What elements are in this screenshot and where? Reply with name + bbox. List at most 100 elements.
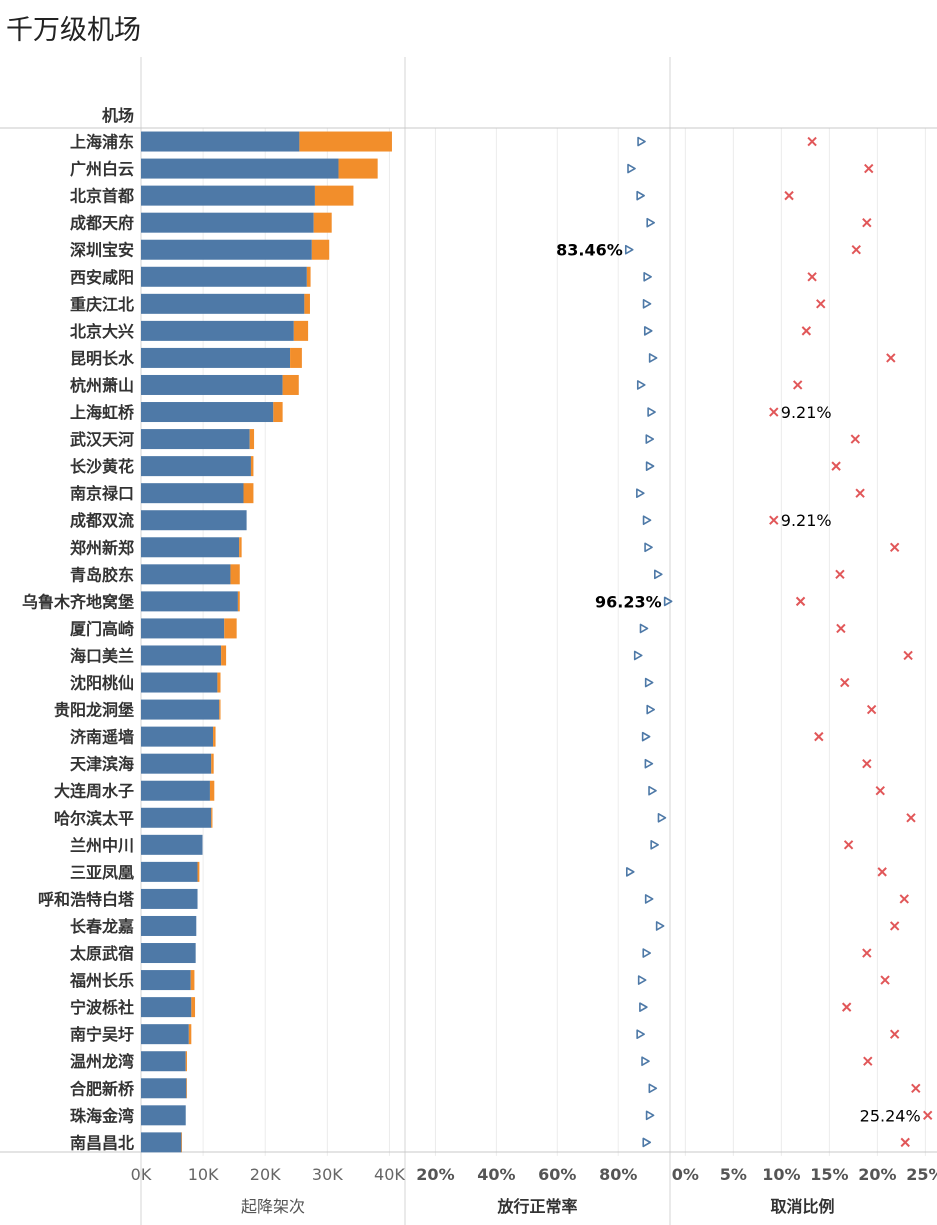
airport-label: 海口美兰 — [70, 646, 134, 665]
data-label: 25.24% — [860, 1106, 921, 1125]
x-marker — [801, 326, 812, 336]
bar-segment-secondary — [311, 239, 330, 260]
bar-segment-primary — [141, 780, 210, 801]
airport-label: 沈阳桃仙 — [70, 674, 134, 693]
x-marker — [900, 1137, 910, 1148]
tick-label: 30K — [312, 1165, 343, 1184]
axis-ticks: 0K 10K 20K 30K 40K 起降架次 20% 40% 60% 80% 放行正常率 0% 5% 1… — [131, 1165, 937, 1216]
triangle-marker — [648, 353, 658, 363]
x-marker — [807, 272, 817, 282]
x-marker — [862, 758, 872, 769]
triangle-marker — [646, 217, 656, 228]
bar-segment-secondary — [338, 158, 378, 179]
bar-segment-primary — [141, 861, 198, 882]
airport-label: 呼和浩特白塔 — [38, 890, 135, 909]
tick-label: 40% — [477, 1165, 515, 1184]
triangle-marker — [645, 461, 655, 471]
bar-segment-secondary — [306, 266, 311, 287]
bar-segment-primary — [141, 915, 197, 936]
bar-segment-primary — [141, 131, 300, 152]
x-marker — [889, 921, 900, 931]
airport-label: 南宁吴圩 — [70, 1025, 134, 1044]
bar-segment-secondary — [217, 672, 221, 693]
bar-segment-secondary — [211, 807, 213, 828]
triangle-marker — [642, 1137, 652, 1148]
triangle-marker — [637, 136, 646, 147]
triangle-marker — [639, 623, 649, 634]
triangle-marker — [639, 1002, 648, 1012]
bar-segment-secondary — [282, 374, 299, 395]
bar-segment-primary — [141, 239, 312, 260]
airport-label: 贵阳龙洞堡 — [54, 701, 134, 720]
triangle-marker — [657, 812, 667, 823]
tick-label: 40K — [374, 1165, 405, 1184]
bar-segment-primary — [141, 266, 307, 287]
airport-label: 兰州中川 — [70, 836, 134, 855]
tick-label: 80% — [599, 1165, 637, 1184]
bar-segment-secondary — [213, 726, 216, 747]
tick-label: 20% — [416, 1165, 454, 1184]
bar-segment-secondary — [243, 483, 254, 504]
tick-label: 15% — [810, 1165, 848, 1184]
airport-label: 上海浦东 — [70, 133, 134, 152]
airport-label: 武汉天河 — [70, 430, 134, 449]
page-title: 千万级机场 — [6, 15, 141, 46]
x-marker — [784, 190, 794, 201]
x-marker — [906, 813, 916, 823]
x-marker — [850, 434, 861, 444]
data-label: 9.21% — [781, 403, 832, 422]
axis-title: 起降架次 — [241, 1197, 305, 1216]
airport-label: 合肥新桥 — [70, 1079, 135, 1098]
bar-segment-primary — [141, 943, 196, 964]
triangle-marker — [645, 434, 655, 444]
airport-label: 西安咸阳 — [70, 268, 134, 287]
airport-label: 三亚凤凰 — [70, 863, 134, 882]
x-marker — [922, 1110, 933, 1121]
triangle-marker — [642, 515, 652, 526]
x-marker — [880, 975, 890, 985]
airport-label: 厦门高崎 — [70, 619, 134, 638]
triangle-marker — [650, 840, 659, 850]
tick-label: 0% — [672, 1165, 699, 1184]
bar-segment-secondary — [313, 212, 332, 233]
bar-segment-secondary — [230, 564, 240, 585]
triangle-marker — [644, 894, 654, 904]
triangle-marker — [645, 1110, 655, 1121]
bar-segment-primary — [141, 591, 238, 612]
x-marker — [816, 299, 826, 309]
x-marker — [862, 948, 872, 958]
triangle-marker — [636, 190, 645, 201]
airport-label: 珠海金湾 — [70, 1106, 134, 1125]
triangle-marker — [624, 244, 634, 255]
x-marker — [886, 353, 896, 363]
x-marker — [855, 488, 865, 498]
triangle-marker — [637, 975, 647, 985]
x-marker — [836, 623, 846, 634]
triangle-marker — [641, 731, 651, 742]
bar-segment-secondary — [290, 347, 302, 368]
triangle-marker — [643, 271, 652, 282]
airport-label: 大连周水子 — [54, 782, 134, 801]
bar-segment-primary — [141, 374, 283, 395]
bar-segment-secondary — [299, 131, 392, 152]
bar-segment-primary — [141, 212, 314, 233]
triangle-marker — [646, 704, 656, 715]
x-marker — [877, 867, 887, 877]
row-header: 机场 — [102, 106, 134, 125]
tick-label: 60% — [538, 1165, 576, 1184]
bar-segment-secondary — [188, 1024, 192, 1045]
airport-label: 太原武宿 — [69, 944, 134, 963]
triangle-marker — [647, 407, 656, 417]
x-marker — [769, 407, 779, 417]
triangle-marker — [644, 677, 654, 688]
airport-label: 哈尔滨太平 — [54, 809, 134, 828]
bar-segment-primary — [141, 753, 212, 774]
x-marker — [903, 650, 913, 661]
tick-label: 25% — [906, 1165, 937, 1184]
x-marker — [911, 1083, 921, 1093]
bar-segment-primary — [141, 997, 192, 1018]
bar-segment-primary — [141, 402, 274, 423]
bar-segment-primary — [141, 483, 244, 504]
triangle-marker — [648, 1083, 658, 1094]
bar-segment-primary — [141, 347, 291, 368]
